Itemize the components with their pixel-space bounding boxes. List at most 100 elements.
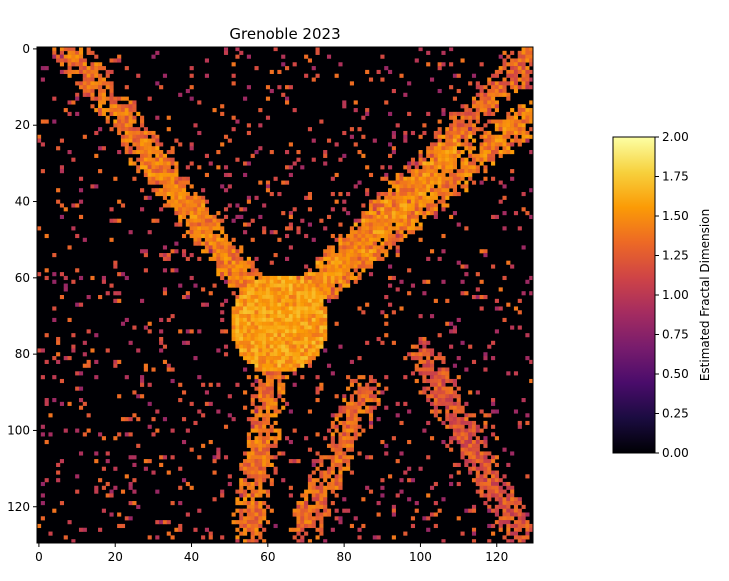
heatmap-cell — [407, 161, 412, 166]
heatmap-cell — [277, 436, 282, 441]
heatmap-cell — [426, 199, 431, 204]
heatmap-cell — [300, 501, 305, 506]
heatmap-cell — [136, 146, 141, 151]
heatmap-cell — [128, 417, 133, 422]
heatmap-cell — [330, 275, 335, 281]
heatmap-cell — [483, 157, 488, 162]
heatmap-cell — [517, 104, 522, 109]
colorbar-tick-label: 1.75 — [662, 170, 689, 184]
heatmap-cell — [471, 466, 477, 471]
heatmap-cell — [227, 394, 232, 399]
heatmap-cell — [307, 489, 313, 494]
heatmap-cell — [399, 226, 404, 231]
heatmap-cell — [243, 451, 248, 456]
heatmap-cell — [254, 455, 259, 460]
heatmap-cell — [521, 398, 526, 403]
heatmap-cell — [250, 279, 255, 284]
heatmap-cell — [353, 516, 358, 521]
heatmap-cell — [223, 424, 229, 429]
heatmap-cell — [365, 191, 370, 197]
heatmap-cell — [174, 165, 179, 170]
heatmap-cell — [433, 409, 438, 414]
heatmap-cell — [334, 428, 339, 433]
heatmap-cell — [269, 150, 274, 155]
heatmap-cell — [262, 443, 267, 448]
heatmap-cell — [506, 462, 511, 467]
heatmap-cell — [349, 245, 354, 250]
heatmap-cell — [78, 199, 84, 204]
heatmap-cell — [334, 272, 339, 277]
heatmap-cell — [433, 398, 438, 403]
heatmap-cell — [513, 371, 519, 376]
heatmap-cell — [475, 295, 480, 300]
heatmap-cell — [376, 249, 381, 254]
heatmap-cell — [323, 272, 328, 277]
heatmap-cell — [216, 256, 221, 261]
heatmap-cell — [361, 268, 366, 273]
heatmap-cell — [388, 69, 393, 75]
heatmap-cell — [464, 439, 469, 445]
heatmap-cell — [56, 199, 61, 204]
heatmap-cell — [517, 111, 522, 116]
heatmap-cell — [464, 459, 469, 464]
heatmap-cell — [258, 443, 263, 448]
heatmap-cell — [166, 253, 171, 258]
heatmap-cell — [449, 127, 454, 132]
heatmap-cell — [235, 336, 240, 342]
heatmap-cell — [510, 516, 515, 521]
heatmap-cell — [395, 207, 400, 212]
heatmap-cell — [250, 310, 255, 315]
heatmap-cell — [124, 146, 129, 151]
heatmap-cell — [429, 314, 435, 319]
heatmap-cell — [414, 211, 419, 216]
heatmap-cell — [384, 314, 389, 319]
heatmap-cell — [498, 81, 503, 86]
heatmap-cell — [86, 329, 91, 334]
heatmap-cell — [368, 256, 374, 261]
heatmap-cell — [78, 302, 84, 307]
heatmap-cell — [277, 310, 282, 315]
heatmap-cell — [281, 356, 286, 361]
heatmap-cell — [521, 516, 526, 521]
heatmap-cell — [258, 420, 263, 426]
heatmap-cell — [494, 474, 499, 479]
heatmap-cell — [483, 478, 488, 483]
heatmap-cell — [368, 489, 374, 494]
heatmap-cell — [59, 50, 65, 55]
heatmap-cell — [220, 489, 225, 494]
heatmap-cell — [468, 134, 473, 139]
heatmap-cell — [353, 390, 358, 395]
heatmap-cell — [471, 478, 477, 483]
heatmap-cell — [216, 264, 221, 269]
heatmap-cell — [529, 291, 534, 296]
heatmap-cell — [502, 516, 507, 521]
heatmap-cell — [117, 199, 122, 204]
heatmap-cell — [323, 264, 328, 269]
heatmap-cell — [311, 317, 316, 323]
heatmap-cell — [525, 474, 530, 479]
heatmap-cell — [235, 489, 240, 494]
heatmap-cell — [82, 432, 87, 437]
heatmap-cell — [265, 115, 271, 120]
heatmap-cell — [296, 340, 301, 345]
heatmap-cell — [357, 405, 362, 410]
heatmap-cell — [330, 443, 335, 448]
heatmap-cell — [429, 394, 435, 399]
heatmap-cell — [212, 497, 217, 502]
heatmap-cell — [338, 157, 343, 162]
heatmap-cell — [353, 409, 358, 414]
heatmap-cell — [510, 62, 515, 67]
heatmap-cell — [243, 314, 248, 319]
heatmap-cell — [120, 123, 126, 128]
heatmap-cell — [441, 398, 446, 403]
heatmap-cell — [388, 211, 393, 216]
heatmap-cell — [460, 111, 465, 116]
heatmap-cell — [56, 352, 61, 357]
heatmap-cell — [258, 481, 263, 487]
heatmap-cell — [319, 333, 324, 338]
heatmap-cell — [376, 203, 381, 208]
heatmap-cell — [254, 413, 259, 418]
heatmap-cell — [246, 130, 251, 136]
heatmap-cell — [471, 527, 477, 532]
heatmap-cell — [517, 142, 522, 147]
